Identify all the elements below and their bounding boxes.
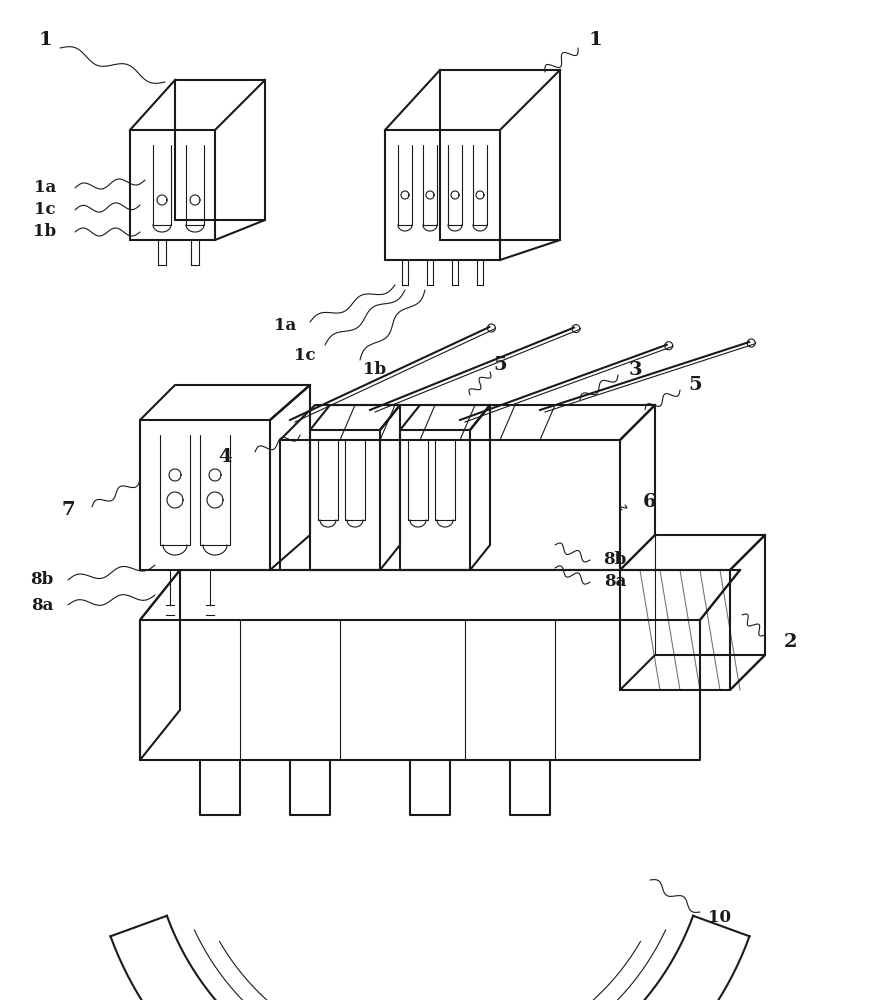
Text: 8b: 8b bbox=[603, 552, 626, 568]
Text: 1c: 1c bbox=[34, 202, 56, 219]
Text: 5: 5 bbox=[688, 376, 702, 394]
Text: 4: 4 bbox=[218, 448, 232, 466]
Text: 7: 7 bbox=[61, 501, 75, 519]
Text: 2: 2 bbox=[783, 633, 796, 651]
Text: 1: 1 bbox=[588, 31, 602, 49]
Text: 3: 3 bbox=[628, 361, 642, 379]
Text: 8b: 8b bbox=[30, 572, 54, 588]
Text: 8a: 8a bbox=[604, 574, 626, 590]
Text: 10: 10 bbox=[708, 910, 731, 926]
Text: 1: 1 bbox=[38, 31, 52, 49]
Text: 1a: 1a bbox=[274, 316, 296, 334]
Text: 1b: 1b bbox=[34, 224, 56, 240]
Text: 5: 5 bbox=[493, 356, 507, 374]
Text: 1a: 1a bbox=[34, 180, 56, 196]
Text: 1b: 1b bbox=[363, 361, 386, 378]
Text: 8a: 8a bbox=[31, 596, 53, 613]
Text: 6: 6 bbox=[643, 493, 657, 511]
Text: 1c: 1c bbox=[295, 347, 316, 363]
